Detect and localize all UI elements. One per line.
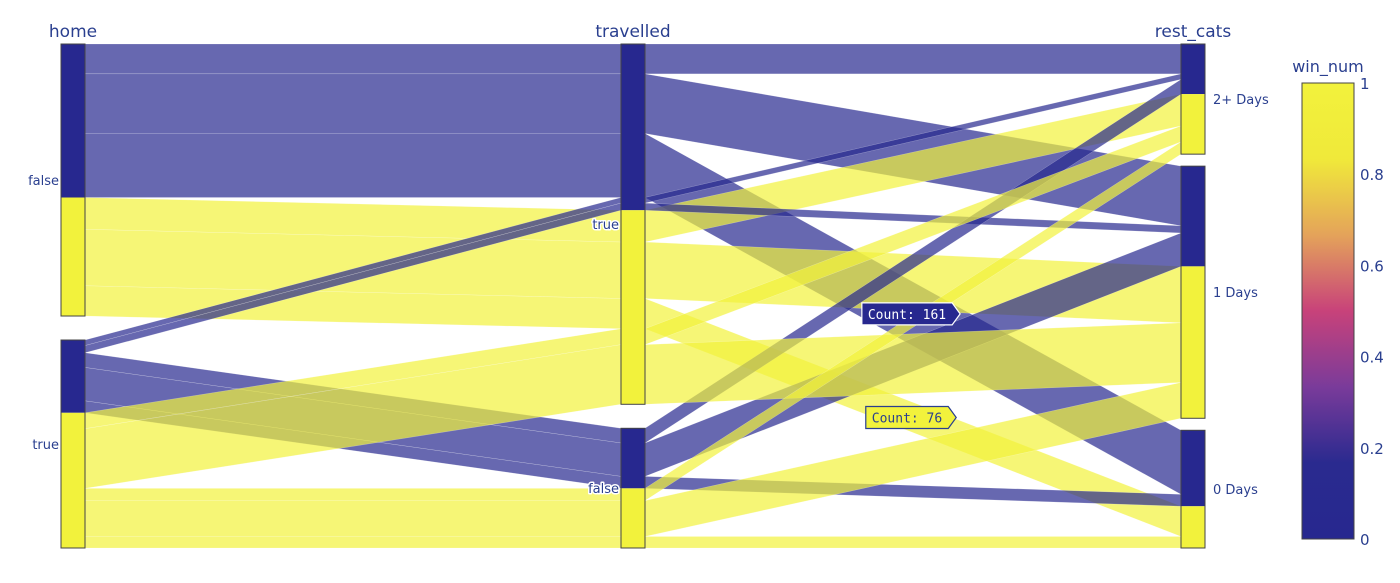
colorbar-tick-0-8: 0.8 (1360, 166, 1384, 184)
label-layer: home false true travelled true false rest_cats… (27, 22, 1271, 500)
bar-home-true-win-0[interactable] (61, 340, 85, 413)
category-label-home-false: false (28, 174, 59, 189)
bar-home-false-win-0[interactable] (61, 44, 85, 198)
tooltip-text: Count: 161 (868, 308, 946, 323)
tooltip-text: Count: 76 (872, 411, 942, 426)
colorbar-tick-1: 1 (1360, 75, 1370, 93)
bar-rest-cats-0-days-win-1[interactable] (1181, 506, 1205, 548)
ribbon-false-true-0-days-win-0-seg-1[interactable] (84, 133, 622, 198)
bar-rest-cats-2-days-win-0[interactable] (1181, 44, 1205, 95)
bar-rest-cats-1-days-win-1[interactable] (1181, 266, 1205, 419)
bar-travelled-true-win-1[interactable] (621, 210, 645, 405)
tooltip-layer: Count: 161 Count: 76 (861, 302, 961, 430)
bar-home-true-win-1[interactable] (61, 412, 85, 548)
colorbar-tick-0-2: 0.2 (1360, 440, 1384, 458)
bar-outline-rest-cats-2-days (1180, 43, 1206, 155)
ribbon-false-true-2-days-win-0-seg-1[interactable] (84, 43, 622, 75)
colorbar: win_num 0 0.2 0.4 0.6 0.8 1 (1292, 57, 1384, 549)
bar-rest-cats-0-days-win-0[interactable] (1181, 430, 1205, 507)
colorbar-gradient (1301, 82, 1355, 540)
colorbar-tick-0: 0 (1360, 531, 1370, 549)
category-label-rest-cats-0-days: 0 Days (1213, 483, 1258, 498)
dimension-title-rest-cats: rest_cats (1155, 22, 1232, 42)
tooltip-box (865, 405, 957, 430)
colorbar-title: win_num (1292, 57, 1364, 77)
bar-outline-home-true (60, 339, 86, 549)
hover-tooltip-1: Count: 161 (861, 302, 961, 326)
hover-tooltip-2: Count: 76 (865, 405, 957, 430)
tooltip-box (861, 302, 961, 326)
ribbon-true-false-1-days-win-1-seg-1[interactable] (84, 500, 622, 537)
bar-travelled-false-win-0[interactable] (621, 428, 645, 489)
bar-outline-rest-cats-1-days (1180, 165, 1206, 419)
ribbon-true-false-0-days-win-1-seg-2[interactable] (644, 536, 1182, 549)
dimension-title-travelled: travelled (595, 22, 670, 42)
bar-outline-home-false (60, 43, 86, 317)
dimension-title-home: home (49, 22, 97, 42)
ribbon-false-true-1-days-win-0-seg-1[interactable] (84, 73, 622, 134)
bar-travelled-true-win-0[interactable] (621, 44, 645, 211)
category-label-rest-cats-2-days: 2+ Days (1213, 93, 1269, 108)
category-label-home-true: true (32, 438, 59, 453)
bar-rest-cats-2-days-win-1[interactable] (1181, 94, 1205, 155)
category-label-travelled-true: true (592, 218, 619, 233)
bar-outline-travelled-true (620, 43, 646, 405)
ribbon-true-false-0-days-win-1-seg-1[interactable] (84, 536, 622, 549)
colorbar-tick-0-6: 0.6 (1360, 257, 1384, 275)
category-bar-layer (60, 43, 1206, 549)
bar-outline-rest-cats-0-days (1180, 429, 1206, 549)
ribbon-false-true-2-days-win-0-seg-2[interactable] (644, 43, 1182, 75)
category-label-travelled-false: false (588, 482, 619, 497)
category-label-rest-cats-1-days: 1 Days (1213, 286, 1258, 301)
ribbon-true-false-2-days-win-1-seg-1[interactable] (84, 488, 622, 501)
bar-rest-cats-1-days-win-0[interactable] (1181, 166, 1205, 267)
colorbar-ticks: 0 0.2 0.4 0.6 0.8 1 (1360, 75, 1384, 549)
bar-travelled-false-win-1[interactable] (621, 488, 645, 548)
bar-home-false-win-1[interactable] (61, 197, 85, 317)
colorbar-tick-0-4: 0.4 (1360, 349, 1384, 367)
bar-outline-travelled-false (620, 427, 646, 549)
